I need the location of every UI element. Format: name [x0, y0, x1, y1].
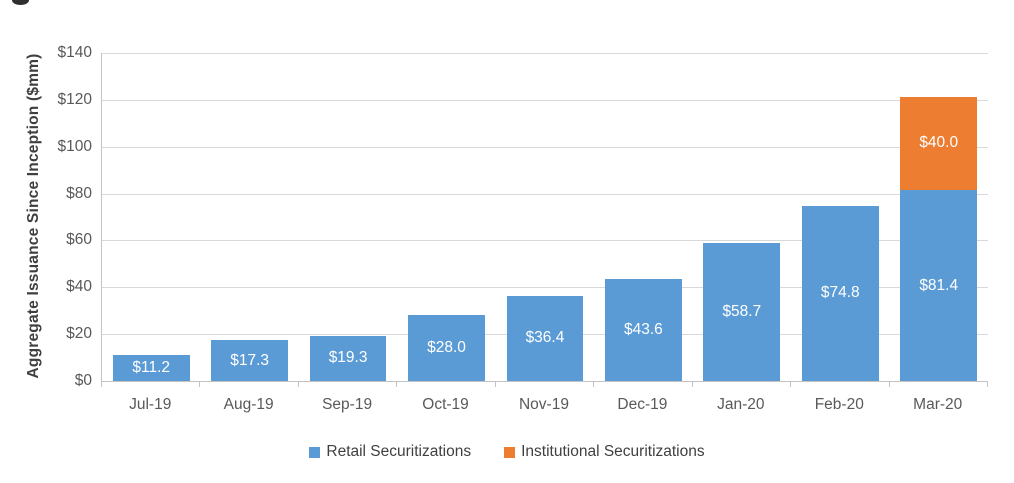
bar-data-label: $58.7 [722, 303, 762, 321]
x-tick-label: Sep-19 [322, 396, 373, 413]
bar-segment: $58.7 [703, 243, 781, 381]
bar-data-label: $36.4 [525, 329, 565, 347]
gridline [102, 193, 988, 195]
bar-slot-nov-19: $36.4 [496, 53, 594, 381]
y-tick-label: $0 [74, 372, 92, 389]
bar-slot-oct-19: $28.0 [397, 53, 495, 381]
y-tick-label: $140 [57, 44, 92, 61]
gridline [102, 287, 988, 289]
gridline [102, 146, 988, 148]
bar-slot-jan-20: $58.7 [693, 53, 791, 381]
x-axis-tick [101, 381, 102, 387]
bars-container: $11.2 $17.3 $19.3 $28.0 $36.4 $43.6 $58.7 $74.8… [102, 53, 988, 381]
bar-data-label: $74.8 [820, 284, 860, 302]
x-tick-label: Oct-19 [422, 396, 469, 413]
x-axis-tick [790, 381, 792, 387]
legend-item: Retail Securitizations [309, 443, 471, 461]
bar-segment: $43.6 [605, 278, 682, 381]
bar-segment: $36.4 [506, 295, 584, 381]
y-tick-label: $120 [57, 90, 92, 108]
gridline [102, 99, 988, 101]
bar-segment: $40.0 [900, 96, 978, 191]
cropped-artifact [12, 0, 29, 5]
y-tick-label: $100 [57, 137, 92, 155]
x-tick-label: Jul-19 [129, 396, 172, 413]
bar-data-label: $19.3 [328, 349, 368, 367]
x-tick-label: Mar-20 [913, 396, 963, 413]
y-tick-label: $80 [66, 184, 92, 202]
gridline [102, 240, 988, 242]
x-axis-tick [888, 381, 890, 387]
x-axis-tick [987, 381, 988, 387]
x-tick-label: Jan-20 [717, 396, 765, 413]
bar-data-label: $11.2 [132, 358, 171, 376]
x-axis-tick [396, 381, 398, 387]
bar-data-label: $17.3 [230, 351, 270, 369]
bar-slot-dec-19: $43.6 [594, 53, 692, 381]
y-axis-tick-labels: $140 $120 $100 $80 $60 $40 $20 $0 [0, 44, 92, 389]
bar-segment: $11.2 [112, 354, 190, 381]
bar-segment: $19.3 [309, 335, 387, 381]
bar-segment: $17.3 [211, 340, 289, 381]
legend-swatch-icon [309, 446, 321, 458]
y-tick-label: $40 [66, 278, 92, 296]
plot-area: $11.2 $17.3 $19.3 $28.0 $36.4 $43.6 $58.7 $74.8… [101, 53, 988, 382]
x-tick-label: Aug-19 [223, 396, 274, 413]
bar-data-label: $43.6 [624, 320, 663, 338]
bar-slot-aug-19: $17.3 [200, 53, 298, 381]
y-tick-label: $20 [66, 325, 92, 343]
x-axis-tick [199, 381, 201, 387]
bar-segment: $74.8 [801, 205, 879, 381]
x-tick-label: Feb-20 [814, 396, 864, 413]
bar-data-label: $40.0 [919, 134, 959, 152]
bar-data-label: $81.4 [919, 276, 959, 294]
legend-label: Retail Securitizations [326, 443, 472, 460]
bar-slot-jul-19: $11.2 [102, 53, 200, 381]
legend-label: Institutional Securitizations [521, 443, 705, 460]
legend-item: Institutional Securitizations [504, 443, 705, 461]
x-axis-tick [593, 381, 595, 387]
legend: Retail Securitizations Institutional Secu… [0, 443, 1014, 461]
x-axis-labels: Jul-19 Aug-19 Sep-19 Oct-19 Nov-19 Dec-19 Jan-… [101, 396, 987, 414]
x-axis-ticks [101, 381, 988, 387]
bar-slot-mar-20: $40.0 $81.4 [890, 53, 988, 381]
x-axis-tick [297, 381, 299, 387]
bar-slot-feb-20: $74.8 [791, 53, 889, 381]
bar-slot-sep-19: $19.3 [299, 53, 397, 381]
bar-segment: $28.0 [408, 315, 485, 381]
bar-data-label: $28.0 [427, 339, 466, 357]
x-tick-label: Dec-19 [617, 396, 668, 413]
x-axis-tick [691, 381, 693, 387]
bar-segment: $81.4 [900, 190, 978, 381]
y-tick-label: $60 [66, 231, 92, 249]
x-tick-label: Nov-19 [518, 396, 569, 413]
legend-swatch-icon [504, 446, 516, 458]
gridline [102, 53, 988, 54]
x-axis-tick [494, 381, 496, 387]
